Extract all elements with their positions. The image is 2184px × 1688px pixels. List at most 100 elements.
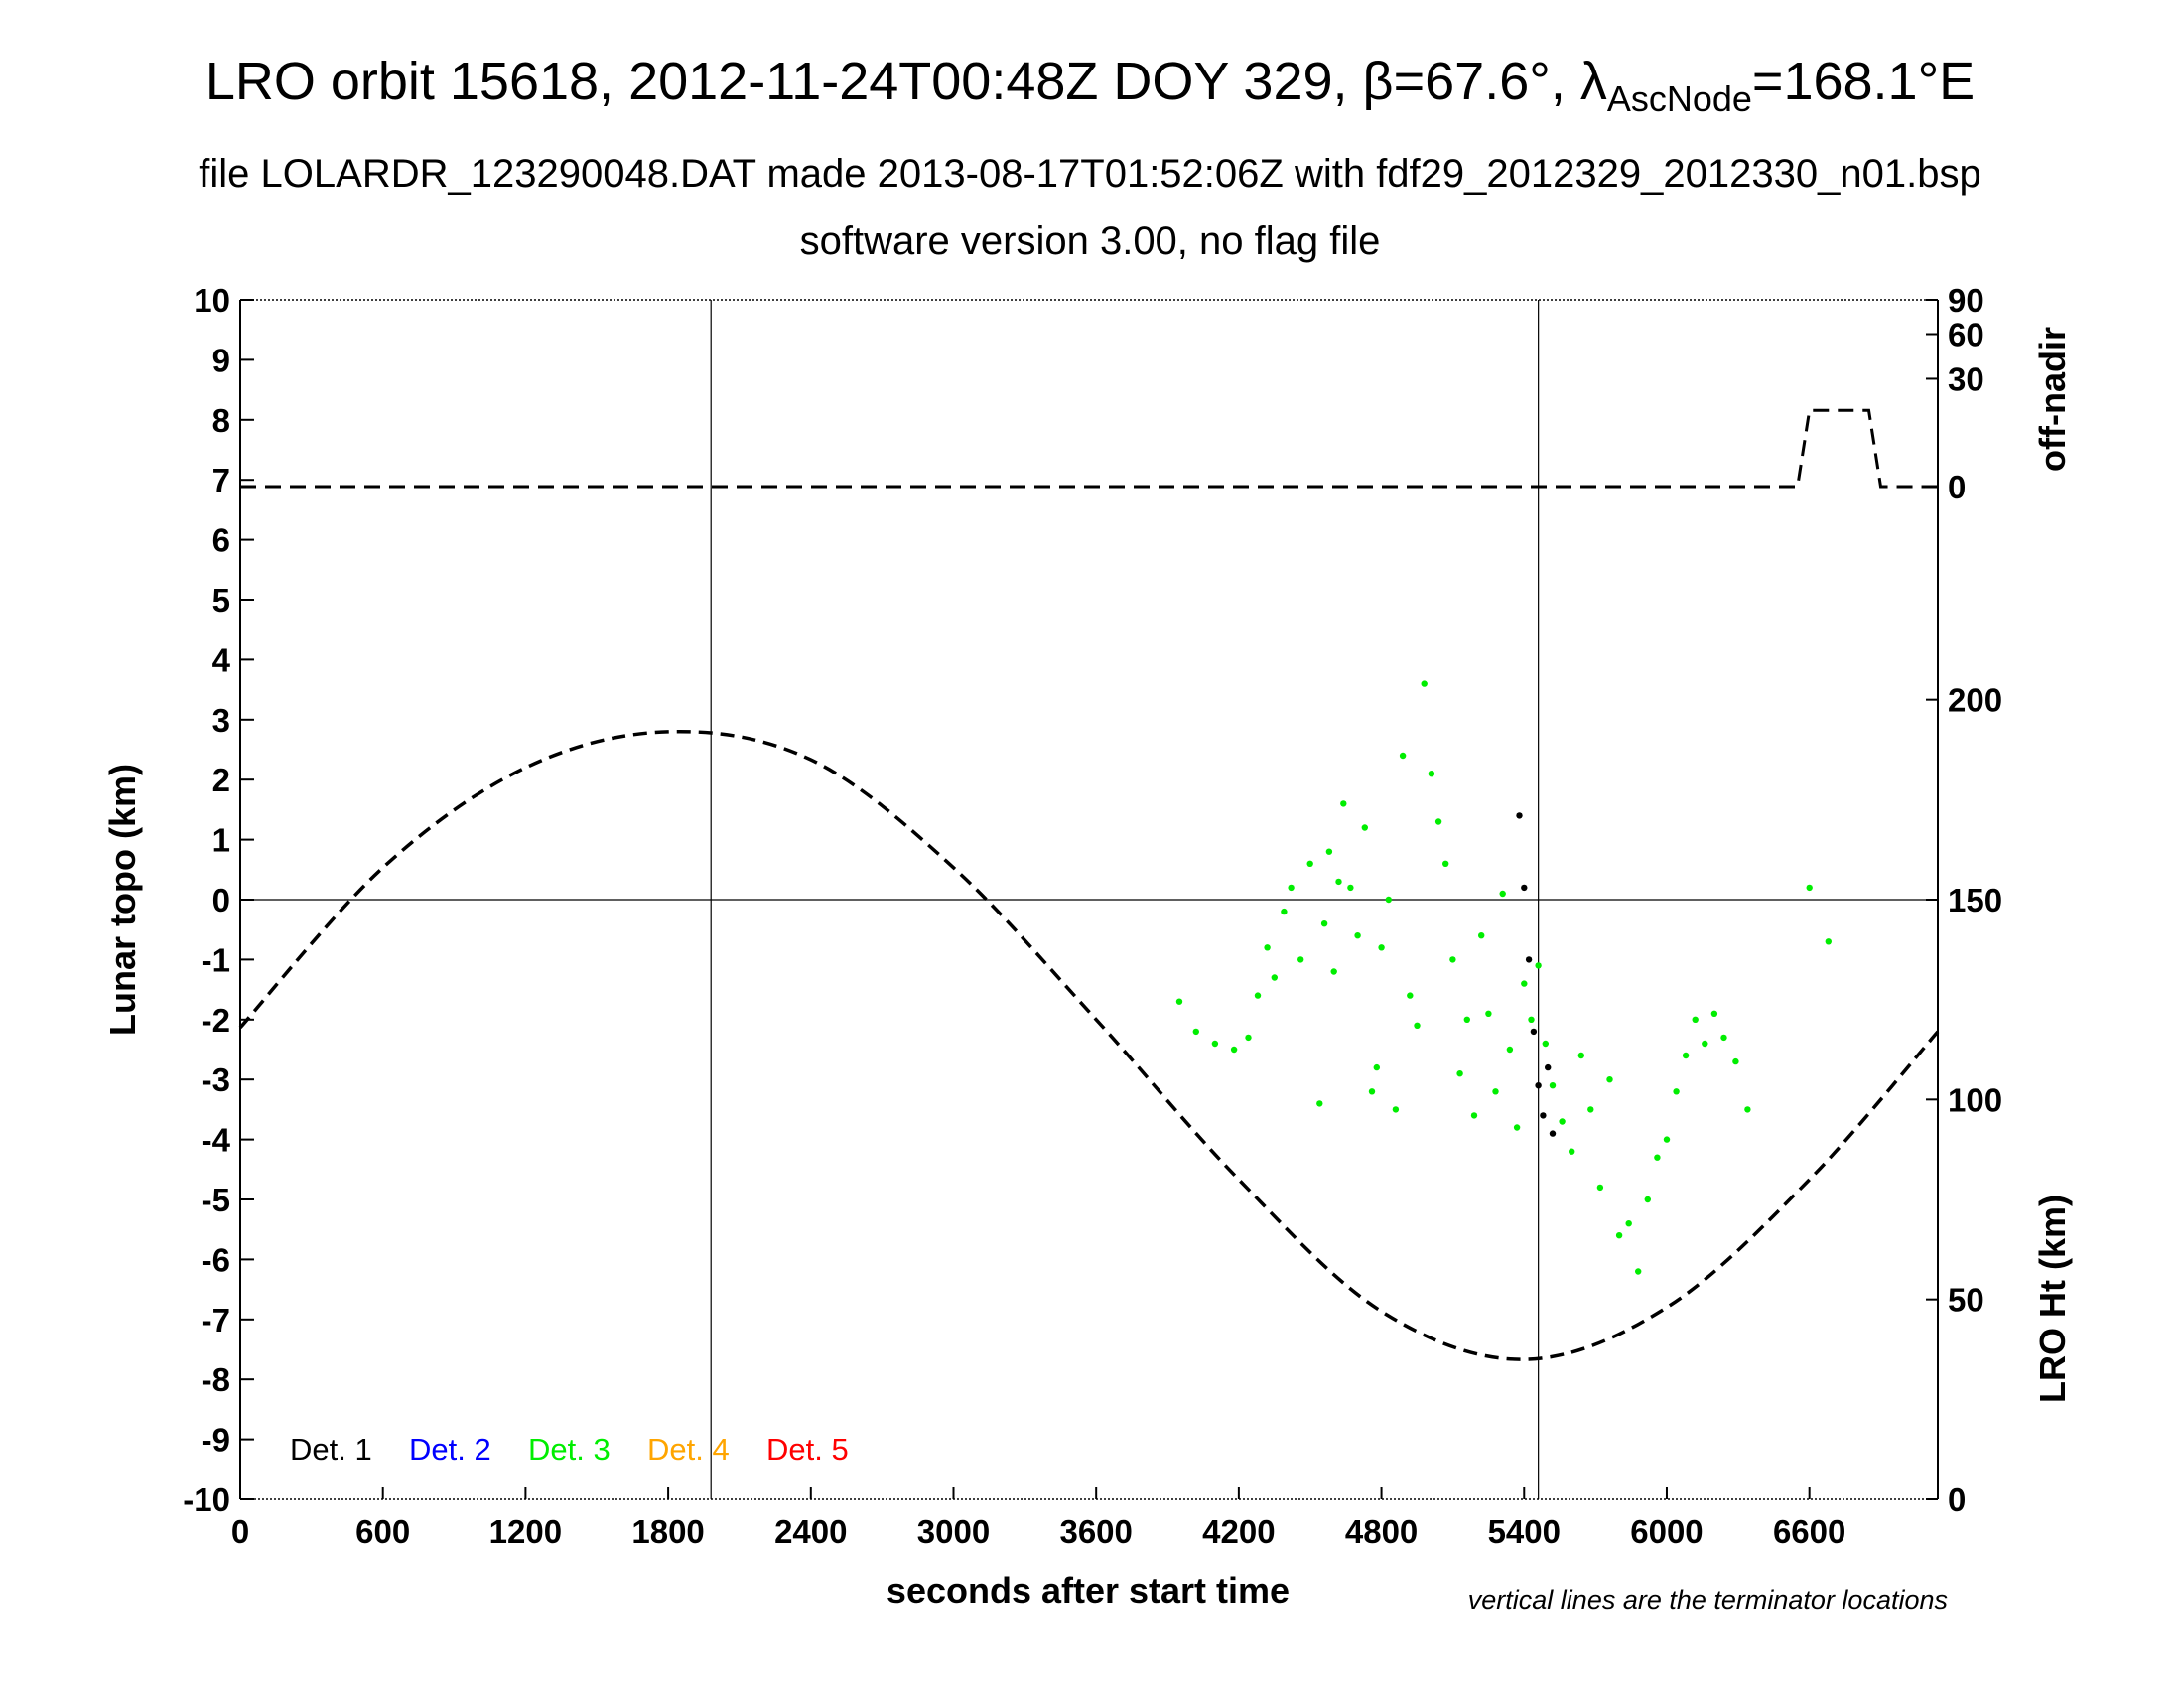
height-tick-label: 0 [1948,1481,1966,1518]
data-point [1335,878,1342,886]
data-point [1325,848,1333,855]
data-point [1485,1010,1492,1017]
data-point [1449,956,1456,963]
x-tick-label: 6600 [1773,1513,1845,1550]
data-point [1211,1040,1219,1048]
data-point [1297,956,1304,963]
y-tick-label: -6 [202,1241,230,1278]
data-point [1549,1082,1557,1089]
y-tick-label: 5 [212,582,230,619]
x-tick-label: 5400 [1488,1513,1561,1550]
y-tick-label: -9 [202,1422,230,1459]
data-point [1456,1070,1463,1077]
data-point [1399,752,1407,760]
data-point [1492,1088,1499,1095]
y-tick-label: 4 [212,641,231,678]
data-point [1535,1082,1542,1089]
chart-subtitle-2: software version 3.00, no flag file [800,219,1381,263]
data-point [1806,884,1813,892]
offnadir-tick-label: 90 [1948,282,1984,319]
data-point [1596,1184,1604,1192]
chart-subtitle: file LOLARDR_123290048.DAT made 2013-08-… [199,152,1980,196]
data-point [1442,860,1449,867]
data-point [1525,956,1533,963]
x-tick-label: 2400 [774,1513,847,1550]
data-point [1192,1028,1200,1036]
height-tick-label: 100 [1948,1081,2002,1118]
data-point [1407,992,1414,999]
data-point [1421,680,1428,687]
y-tick-label: 1 [212,822,230,859]
chart-title-main: LRO orbit 15618, 2012-11-24T00:48Z DOY 3… [205,52,1607,111]
x-tick-label: 1200 [489,1513,562,1550]
data-point [1644,1196,1652,1203]
data-point [1361,824,1369,831]
offnadir-tick-label: 30 [1948,360,1984,397]
data-point [1663,1136,1671,1143]
offnadir-trace [240,408,1938,489]
data-point [1516,812,1523,819]
data-point [1230,1046,1238,1054]
x-tick-label: 6000 [1630,1513,1703,1550]
y-tick-label: -1 [202,941,230,978]
data-point [1702,1040,1708,1048]
data-point [1368,1088,1376,1095]
chart-title-end: =168.1°E [1752,52,1975,111]
data-point [1414,1022,1421,1030]
data-point [1288,884,1295,892]
data-point [1340,800,1347,807]
data-point [1540,1112,1547,1119]
y-tick-label: -5 [202,1182,230,1218]
data-point [1635,1268,1642,1275]
y-axis-label-left: Lunar topo (km) [102,764,143,1036]
data-point [1392,1106,1400,1113]
y-tick-label: -3 [202,1061,230,1098]
data-point [1682,1052,1690,1059]
data-point [1569,1148,1575,1155]
legend-entry: Det. 1 [290,1432,372,1467]
data-point [1316,1100,1323,1107]
x-tick-label: 4200 [1202,1513,1275,1550]
data-point [1281,908,1288,915]
data-layer [238,300,1940,1499]
data-point [1506,1046,1514,1054]
data-point [1513,1124,1521,1131]
y-tick-label: -2 [202,1002,230,1039]
data-point [1542,1040,1550,1048]
data-point [1732,1057,1739,1065]
y-tick-label: 6 [212,522,230,559]
data-point [1549,1130,1557,1137]
y-tick-label: 3 [212,702,230,739]
data-point [1175,998,1183,1005]
axis-ticks: 0 600 1200 1800 2400 3000 3600 4200 4800 5400 6000… [183,282,2002,1550]
chart-title-subscript: AscNode [1607,78,1752,119]
data-point [1254,992,1262,999]
legend-entry: Det. 2 [409,1432,491,1467]
data-point [1521,884,1528,892]
y-tick-label: 8 [212,402,230,439]
x-axis-label: seconds after start time [887,1570,1290,1611]
y-tick-label: 7 [212,462,230,498]
data-point [1354,932,1361,939]
data-point [1373,1063,1381,1071]
data-point [1625,1220,1632,1227]
data-point [1606,1076,1613,1083]
data-point [1521,980,1528,987]
y-axis-label-right-height: LRO Ht (km) [2032,1195,2073,1403]
y-tick-label: 9 [212,342,230,378]
height-tick-label: 150 [1948,882,2002,918]
data-point [1306,860,1313,867]
y-axis-label-right-offnadir: off-nadir [2032,327,2073,472]
data-point [1545,1063,1552,1071]
y-tick-label: 0 [212,882,230,918]
x-tick-label: 3600 [1059,1513,1132,1550]
data-point [1378,944,1385,951]
data-point [1330,968,1337,975]
data-point [1470,1112,1478,1119]
data-point [1320,920,1328,927]
data-point [1654,1154,1661,1161]
data-point [1673,1088,1680,1095]
data-point [1587,1106,1594,1113]
terminator-note: vertical lines are the terminator locati… [1468,1585,1948,1615]
